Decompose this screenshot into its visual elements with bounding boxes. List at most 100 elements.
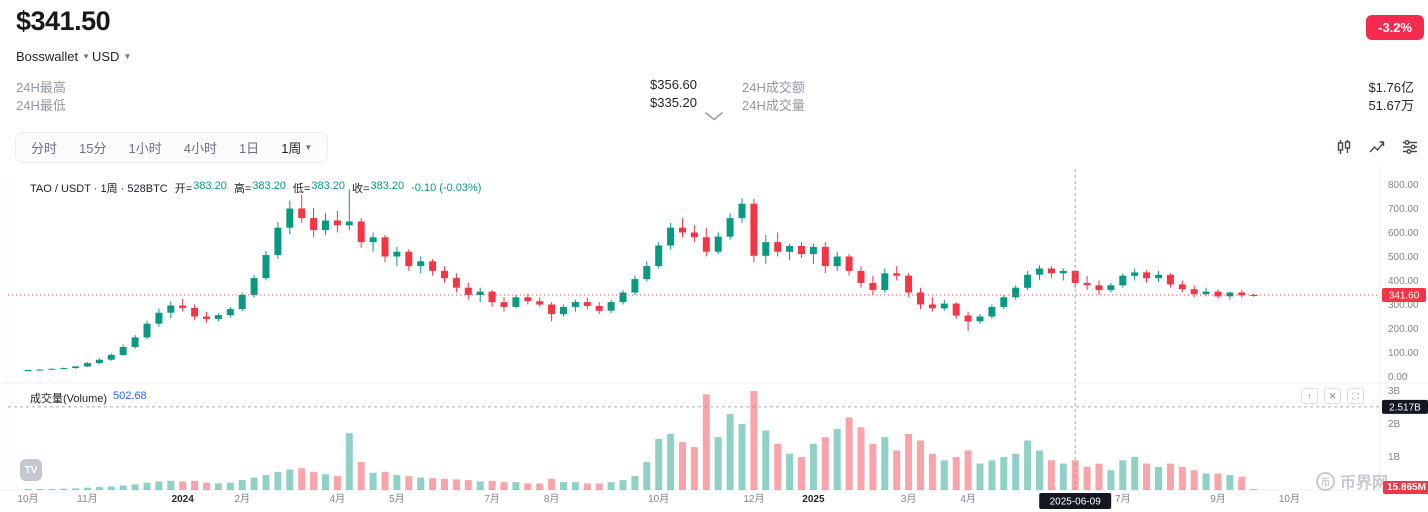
candle-body xyxy=(928,304,936,309)
candle-body xyxy=(1238,292,1246,296)
chart-legend: TAO / USDT · 1周 · 528BTC 开= 383.20 高= 383.… xyxy=(30,180,481,196)
high-value: 383.20 xyxy=(252,180,286,192)
candle-body xyxy=(976,316,984,322)
volume-bar xyxy=(369,472,377,490)
candle-body xyxy=(48,368,56,370)
chart-style-icon[interactable] xyxy=(1332,135,1356,159)
volume-bar xyxy=(298,468,306,490)
timeframe-button-4小时[interactable]: 4小时 xyxy=(183,141,217,156)
open-label: 开= xyxy=(174,183,193,195)
candle-body xyxy=(203,316,210,319)
pane-close-button[interactable]: ✕ xyxy=(1324,388,1341,404)
volume-bar xyxy=(1155,466,1162,490)
volume-bar xyxy=(1131,457,1139,490)
currency-selector[interactable]: USD ▼ xyxy=(92,49,131,64)
candle-body xyxy=(964,315,972,322)
candle-body xyxy=(417,261,425,267)
candle-body xyxy=(1250,295,1258,296)
volume-bar xyxy=(60,488,68,490)
volume-axis-last-badge: 15.865M xyxy=(1383,481,1428,494)
volume-bar xyxy=(1238,476,1246,490)
currency-selector-label: USD xyxy=(92,49,120,64)
expand-stats-chevron[interactable] xyxy=(705,108,723,126)
volume-bar xyxy=(1178,466,1186,490)
candle-body xyxy=(1059,270,1067,274)
candle-body xyxy=(1202,291,1210,294)
pane-move-up-button[interactable]: ↑ xyxy=(1301,388,1318,404)
timeframe-button-分时[interactable]: 分时 xyxy=(31,141,58,156)
time-axis-label: 5月 xyxy=(389,493,405,505)
volume-bar xyxy=(952,457,960,490)
volume-bar xyxy=(274,471,282,491)
timeframe-button-15分[interactable]: 15分 xyxy=(79,141,107,156)
time-axis-label: 8月 xyxy=(544,493,560,505)
candle-body xyxy=(1131,272,1139,276)
volume-bar xyxy=(1012,453,1020,490)
candle-body xyxy=(345,221,353,226)
candle-body xyxy=(429,261,437,271)
candle-body xyxy=(191,307,199,317)
volume-bar xyxy=(381,471,389,491)
volume-bar xyxy=(322,474,329,490)
candle-body xyxy=(1083,282,1091,286)
candle-body xyxy=(357,221,365,243)
candle-body xyxy=(619,292,627,303)
volume-bar xyxy=(667,433,675,490)
volume-bar xyxy=(512,482,520,490)
volume-bar xyxy=(607,482,615,490)
candlestick-chart[interactable]: 800.00 700.00 600.00 500.00 400.00 300.00 200.… xyxy=(0,165,1428,512)
candle-body xyxy=(952,303,960,316)
volume-bar xyxy=(357,461,365,490)
close-label: 收= xyxy=(352,183,370,195)
volume-bar xyxy=(595,483,603,490)
price-axis-label: 0.00 xyxy=(1388,372,1408,383)
volume-bar xyxy=(476,481,484,490)
volume-bar xyxy=(976,463,984,490)
timeframe-button-1小时[interactable]: 1小时 xyxy=(128,141,162,156)
volume-bar xyxy=(809,443,817,490)
volume-bar xyxy=(1107,470,1115,490)
candle-body xyxy=(940,303,948,309)
candle-body xyxy=(1119,275,1127,286)
time-axis-label: 4月 xyxy=(330,493,346,505)
pane-maximize-button[interactable]: ⛶ xyxy=(1347,388,1364,404)
price-axis-label: 100.00 xyxy=(1388,348,1419,359)
wallet-selector[interactable]: Bosswallet ▼ xyxy=(16,49,90,64)
time-axis-label: 12月 xyxy=(743,493,764,505)
volume-bar xyxy=(524,483,532,490)
candle-body xyxy=(298,208,306,219)
volume-bar xyxy=(48,489,56,490)
volume-bar xyxy=(417,477,425,490)
indicator-icon[interactable] xyxy=(1365,135,1389,159)
volume-bar xyxy=(1166,463,1174,490)
candle-body xyxy=(1012,287,1020,298)
volume-bar xyxy=(964,450,972,490)
timeframe-button-1日[interactable]: 1日 xyxy=(238,141,260,156)
last-price-badge-text: 341.60 xyxy=(1389,291,1420,302)
volume-bar xyxy=(798,457,805,490)
candle-body xyxy=(690,232,698,238)
tradingview-logo[interactable]: TV xyxy=(20,459,42,481)
volume-bar xyxy=(1083,466,1091,490)
candle-body xyxy=(595,306,603,311)
time-axis-label: 9月 xyxy=(1210,493,1226,505)
volume-bar xyxy=(548,478,556,490)
stat-label-24h-high: 24H最高 xyxy=(16,80,66,95)
volume-bar xyxy=(441,478,448,490)
candle-body xyxy=(881,273,889,291)
candle-body xyxy=(905,275,913,293)
candle-body xyxy=(786,246,794,252)
wallet-selector-label: Bosswallet xyxy=(16,49,79,64)
timeframe-button-1周[interactable]: 1周 ▼ xyxy=(281,141,313,156)
chart-settings-icon[interactable] xyxy=(1398,135,1422,159)
volume-bar xyxy=(893,450,901,490)
volume-bar xyxy=(738,424,746,490)
volume-bar xyxy=(1143,463,1151,490)
volume-bar xyxy=(869,443,877,490)
candle-body xyxy=(464,287,472,295)
candle-body xyxy=(250,278,258,295)
candle-body xyxy=(214,315,222,319)
volume-value: 502.68 xyxy=(113,390,147,402)
candle-body xyxy=(131,337,139,347)
